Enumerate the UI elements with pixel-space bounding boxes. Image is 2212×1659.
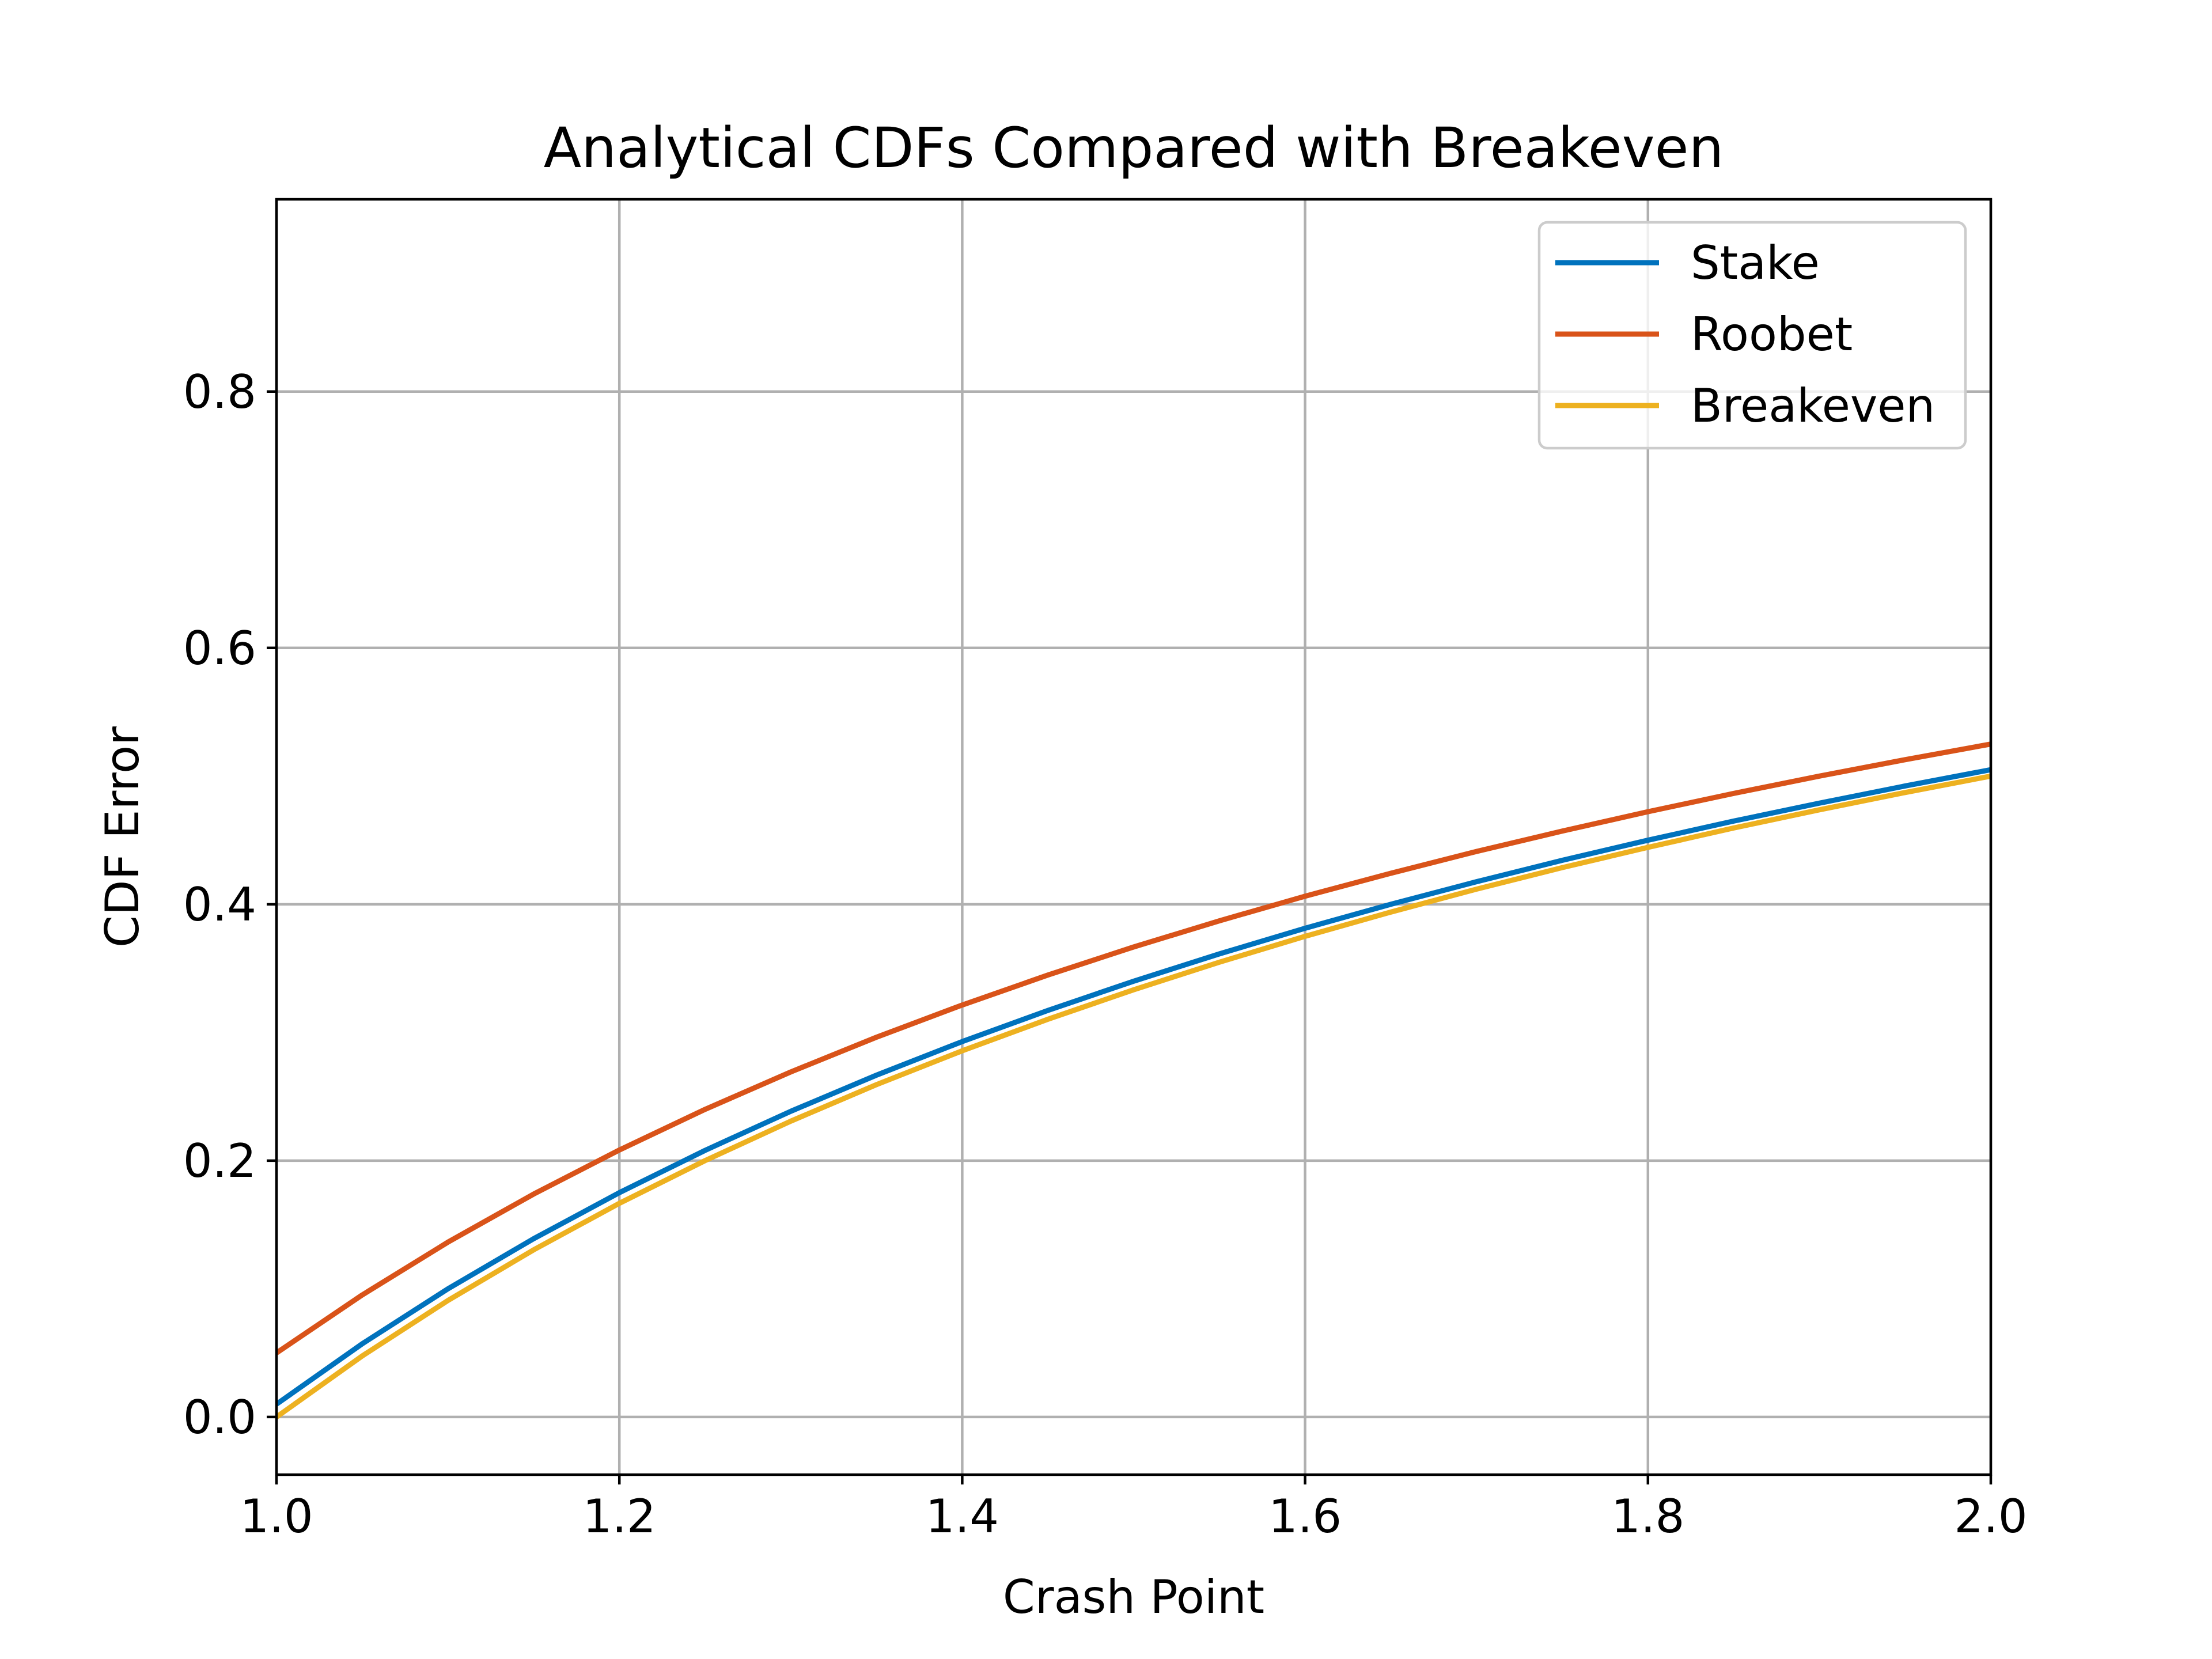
series-line-stake	[275, 767, 1991, 1407]
legend-entries: Stake Roobet Breakeven	[1555, 236, 1935, 433]
y-tick-label: 0.8	[183, 365, 256, 419]
legend: Stake Roobet Breakeven	[1537, 221, 1967, 450]
x-tick-label: 1.8	[1611, 1490, 1684, 1543]
chart-title: Analytical CDFs Compared with Breakeven	[544, 116, 1724, 180]
plot-frame	[275, 198, 1993, 1476]
x-axis-label: Crash Point	[1003, 1570, 1264, 1624]
x-tick-label: 1.6	[1268, 1490, 1342, 1543]
y-tick-label: 0.4	[183, 878, 256, 931]
legend-label-stake: Stake	[1691, 236, 1820, 290]
ticks: 1.0 1.2 1.4 1.6 1.8 2.0 0.0 0.2 0.4 0.6 0.8	[183, 365, 2028, 1543]
y-axis-label: CDF Error	[96, 726, 149, 948]
x-tick-label: 1.0	[240, 1490, 313, 1543]
legend-label-breakeven: Breakeven	[1691, 379, 1935, 433]
y-tick-label: 0.2	[183, 1134, 256, 1188]
series-line-breakeven	[275, 773, 1991, 1419]
x-tick-label: 1.2	[583, 1490, 656, 1543]
x-tick-label: 2.0	[1954, 1490, 2027, 1543]
x-tick-label: 1.4	[926, 1490, 999, 1543]
legend-box	[1537, 221, 1967, 450]
y-tick-label: 0.0	[183, 1391, 256, 1444]
y-tick-label: 0.6	[183, 622, 256, 675]
series-layer	[275, 741, 1991, 1419]
series-line-roobet	[275, 741, 1991, 1355]
legend-label-roobet: Roobet	[1691, 308, 1853, 361]
